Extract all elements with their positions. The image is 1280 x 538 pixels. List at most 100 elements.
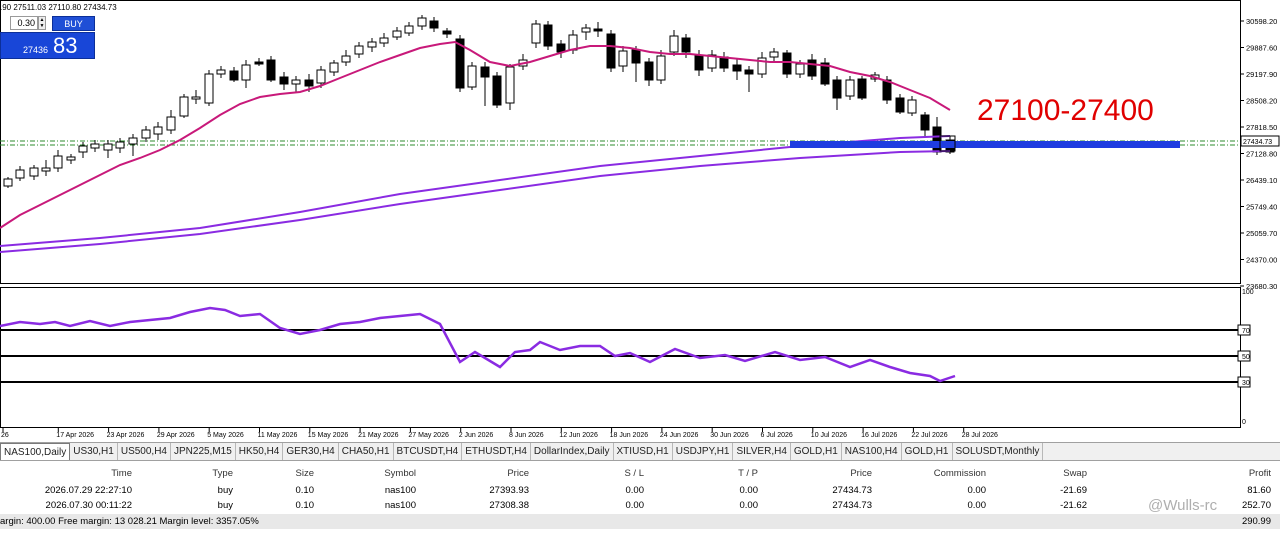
price-zone-annotation: 27100-27400 xyxy=(977,94,1154,127)
chart-tab[interactable]: US30,H1 xyxy=(70,443,118,460)
chart-area[interactable]: 30598.20 29887.60 29197.90 28508.20 27818.50… xyxy=(0,0,1280,442)
lot-size-input[interactable]: 0.30 xyxy=(10,16,38,30)
price-chart[interactable]: 30598.20 29887.60 29197.90 28508.20 27818.50… xyxy=(0,0,1280,442)
bearish-candle xyxy=(920,114,930,131)
bullish-candle xyxy=(103,143,113,151)
bullish-candle xyxy=(669,35,679,53)
price-tick-label: 29887.60 xyxy=(1246,44,1277,53)
header-current-price[interactable]: Price xyxy=(850,468,872,479)
bullish-candle xyxy=(757,57,767,75)
current-price-box xyxy=(1240,135,1280,147)
bullish-candle xyxy=(291,79,301,85)
bullish-candle xyxy=(241,64,251,81)
price-tick-label: 27818.50 xyxy=(1246,123,1277,132)
header-profit[interactable]: Profit xyxy=(1248,468,1271,479)
table-row[interactable]: 2026.07.29 22:27:10 buy 0.10 nas100 2739… xyxy=(0,483,1280,498)
bullish-candle xyxy=(141,129,151,139)
bearish-candle xyxy=(254,61,264,65)
chart-tab[interactable]: JPN225,M15 xyxy=(171,443,236,460)
fast-moving-average-line xyxy=(0,40,951,229)
bullish-candle xyxy=(166,116,176,131)
price-tick-label: 25749.40 xyxy=(1246,203,1277,212)
date-tick-label: 15 May 2026 xyxy=(308,432,349,439)
date-tick-label: 12 Jun 2026 xyxy=(559,432,598,439)
chart-tab[interactable]: US500,H4 xyxy=(118,443,171,460)
chart-tab[interactable]: GOLD,H1 xyxy=(791,443,842,460)
chart-tab[interactable]: GOLD,H1 xyxy=(902,443,953,460)
rsi-line xyxy=(0,306,956,383)
bearish-candle xyxy=(556,43,566,53)
cell-price: 27393.93 xyxy=(489,485,529,496)
rsi-tick-label: 30 xyxy=(1242,380,1250,387)
header-swap[interactable]: Swap xyxy=(1063,468,1087,479)
bearish-candle xyxy=(304,79,314,87)
bearish-candle xyxy=(732,64,742,72)
bearish-candle xyxy=(631,49,641,64)
chart-tab[interactable]: CHA50,H1 xyxy=(339,443,394,460)
bearish-candle xyxy=(820,62,830,85)
header-symbol[interactable]: Symbol xyxy=(384,468,416,479)
price-tick-label: 26439.10 xyxy=(1246,176,1277,185)
cell-sl: 0.00 xyxy=(625,485,645,496)
bearish-candle xyxy=(857,78,867,99)
bullish-candle xyxy=(179,96,189,117)
cell-sl: 0.00 xyxy=(625,500,645,511)
bullish-candle xyxy=(367,41,377,48)
cell-size: 0.10 xyxy=(295,500,315,511)
bullish-candle xyxy=(341,55,351,63)
chart-tab[interactable]: SOLUSDT,Monthly xyxy=(953,443,1044,460)
price-tick-label: 24370.00 xyxy=(1246,256,1277,265)
date-tick-label: 29 Apr 2026 xyxy=(157,432,195,439)
cell-type: buy xyxy=(217,500,233,511)
header-price[interactable]: Price xyxy=(507,468,529,479)
header-tp[interactable]: T / P xyxy=(738,468,758,479)
slowest-moving-average-line xyxy=(0,150,951,253)
cell-time: 2026.07.30 00:11:22 xyxy=(45,500,132,511)
chart-tab[interactable]: BTCUSDT,H4 xyxy=(394,443,463,460)
chart-tab[interactable]: NAS100,H4 xyxy=(842,443,902,460)
bullish-candle xyxy=(29,167,39,177)
bearish-candle xyxy=(543,24,553,47)
bearish-candle xyxy=(266,59,276,81)
bullish-candle xyxy=(845,79,855,97)
date-tick-label: 21 May 2026 xyxy=(358,432,399,439)
header-commission[interactable]: Commission xyxy=(933,468,986,479)
date-tick-label: 2 Jun 2026 xyxy=(459,432,494,439)
header-time[interactable]: Time xyxy=(111,468,132,479)
chart-tab[interactable]: SILVER,H4 xyxy=(733,443,791,460)
chart-tab[interactable]: GER30,H4 xyxy=(283,443,339,460)
header-sl[interactable]: S / L xyxy=(624,468,644,479)
chart-tab[interactable]: DollarIndex,Daily xyxy=(531,443,614,460)
buy-price-big: 83 xyxy=(53,33,78,58)
cell-time: 2026.07.29 22:27:10 xyxy=(44,485,132,496)
header-type[interactable]: Type xyxy=(212,468,233,479)
price-tick-label: 25059.70 xyxy=(1246,229,1277,238)
header-size[interactable]: Size xyxy=(295,468,314,479)
price-tick-label: 23680.30 xyxy=(1246,282,1277,291)
bearish-candle xyxy=(782,52,792,75)
bearish-candle xyxy=(744,69,754,75)
buy-button[interactable]: BUY xyxy=(52,16,95,31)
cell-profit: 252.70 xyxy=(1241,500,1271,511)
date-tick-label: 30 Jun 2026 xyxy=(710,432,749,439)
lot-stepper[interactable]: ▲ ▼ xyxy=(38,16,46,30)
chart-tab[interactable]: HK50,H4 xyxy=(236,443,284,460)
chart-tab[interactable]: NAS100,Daily xyxy=(0,443,71,460)
cell-tp: 0.00 xyxy=(739,500,759,511)
bullish-candle xyxy=(404,25,414,34)
buy-price-small: 27436 xyxy=(23,45,49,55)
bullish-candle xyxy=(191,96,201,100)
chart-tabs: NAS100,Daily US30,H1 US500,H4 JPN225,M15 HK5… xyxy=(0,442,1280,461)
bullish-candle xyxy=(153,126,163,135)
bullish-candle xyxy=(41,167,51,172)
chart-tab[interactable]: ETHUSDT,H4 xyxy=(462,443,531,460)
chart-tab[interactable]: USDJPY,H1 xyxy=(673,443,734,460)
chart-tab[interactable]: XTIUSD,H1 xyxy=(614,443,673,460)
buy-price-box[interactable]: 27436 83 xyxy=(0,32,95,59)
bullish-candle xyxy=(15,169,25,179)
bearish-candle xyxy=(694,54,704,71)
table-row[interactable]: 2026.07.30 00:11:22 buy 0.10 nas100 2730… xyxy=(0,498,1280,513)
slow-moving-average-line xyxy=(0,135,951,247)
cell-price: 27308.38 xyxy=(489,500,529,511)
date-tick-label: 18 Jun 2026 xyxy=(610,432,649,439)
